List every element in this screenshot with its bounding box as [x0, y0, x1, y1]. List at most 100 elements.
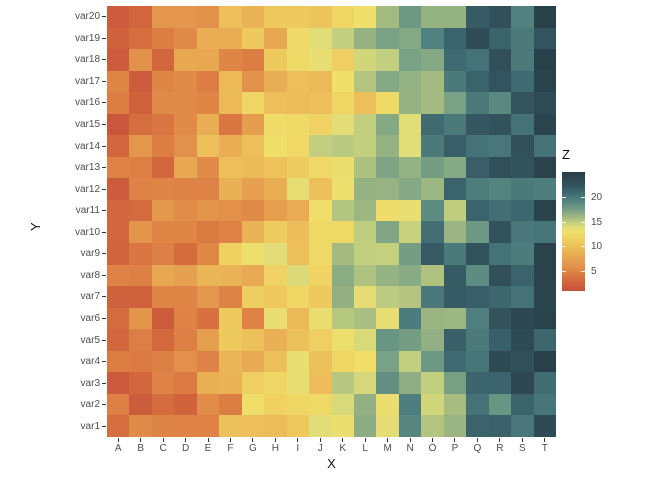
legend-colorbar	[562, 172, 585, 291]
heatmap-cell	[107, 307, 130, 330]
heatmap-cell	[264, 92, 287, 114]
heatmap-cell	[219, 221, 242, 244]
heatmap-cell	[398, 286, 422, 308]
y-tick-mark	[102, 145, 106, 147]
heatmap-cell	[533, 243, 556, 265]
heatmap-cell	[309, 372, 332, 394]
heatmap-cell	[174, 307, 197, 330]
heatmap-cell	[196, 178, 220, 200]
heatmap-cell	[151, 350, 175, 373]
heatmap-cell	[174, 393, 197, 416]
heatmap-cell	[398, 199, 422, 222]
heatmap-cell	[219, 92, 242, 114]
y-tick-label: var15	[74, 119, 100, 131]
heatmap-cell	[398, 156, 422, 179]
heatmap-cell	[174, 199, 197, 222]
heatmap-cell	[241, 350, 265, 373]
heatmap-cell	[241, 27, 265, 50]
heatmap-cell	[129, 286, 152, 308]
heatmap-cell	[107, 243, 130, 265]
heatmap-cell	[421, 49, 444, 71]
heatmap-cell	[174, 350, 197, 373]
heatmap-cell	[376, 286, 399, 308]
y-tick-mark	[102, 253, 106, 255]
heatmap-cell	[376, 329, 399, 351]
heatmap-cell	[151, 199, 175, 222]
heatmap-cell	[286, 156, 310, 179]
y-tick-mark	[102, 16, 106, 18]
heatmap-cell	[107, 27, 130, 50]
heatmap-cell	[398, 307, 422, 330]
heatmap-cell	[466, 350, 489, 373]
heatmap-cell	[488, 415, 512, 437]
heatmap-cell	[533, 329, 556, 351]
heatmap-cell	[151, 135, 175, 157]
heatmap-cell	[511, 70, 534, 93]
x-tick-label: A	[114, 443, 122, 454]
heatmap-cell	[331, 92, 354, 114]
y-tick-label: var12	[74, 183, 100, 195]
heatmap-cell	[219, 372, 242, 394]
heatmap-cell	[353, 372, 377, 394]
heatmap-cell	[533, 307, 556, 330]
heatmap-cell	[376, 264, 399, 287]
heatmap-cell	[331, 243, 354, 265]
heatmap-cell	[376, 49, 399, 71]
x-tick-label: S	[518, 443, 526, 454]
heatmap-cell	[466, 243, 489, 265]
x-tick-label: N	[406, 443, 414, 454]
heatmap-cell	[219, 199, 242, 222]
heatmap-cell	[174, 27, 197, 50]
heatmap-cell	[376, 92, 399, 114]
heatmap-cell	[443, 264, 467, 287]
heatmap-cell	[151, 393, 175, 416]
heatmap-cell	[331, 415, 354, 437]
legend-tick-label: 5	[591, 265, 597, 277]
heatmap-cell	[286, 329, 310, 351]
heatmap-cell	[107, 329, 130, 351]
heatmap-cell	[196, 307, 220, 330]
heatmap-cell	[129, 27, 152, 50]
heatmap-cell	[241, 243, 265, 265]
heatmap-cell	[376, 178, 399, 200]
x-tick-label: D	[181, 443, 190, 454]
heatmap-cell	[331, 372, 354, 394]
y-tick-label: var1	[80, 420, 100, 432]
heatmap-cell	[219, 415, 242, 437]
heatmap-cell	[331, 221, 354, 244]
y-tick-mark	[102, 188, 106, 190]
heatmap-cell	[511, 199, 534, 222]
heatmap-cell	[398, 178, 422, 200]
heatmap-cell	[264, 178, 287, 200]
heatmap-cell	[174, 6, 197, 28]
heatmap-cell	[107, 350, 130, 373]
heatmap-cell	[398, 264, 422, 287]
heatmap-cell	[511, 113, 534, 136]
heatmap-cell	[196, 156, 220, 179]
heatmap-cell	[376, 156, 399, 179]
heatmap-cell	[376, 113, 399, 136]
heatmap-cell	[151, 49, 175, 71]
heatmap-cell	[331, 27, 354, 50]
heatmap-cell	[511, 393, 534, 416]
heatmap-cell	[331, 135, 354, 157]
heatmap-cell	[353, 178, 377, 200]
y-tick-mark	[102, 102, 106, 104]
heatmap-cell	[309, 27, 332, 50]
x-tick-mark	[342, 438, 344, 442]
heatmap-cell	[151, 92, 175, 114]
y-tick-label: var10	[74, 226, 100, 238]
heatmap-cell	[264, 393, 287, 416]
heatmap-cell	[443, 286, 467, 308]
heatmap-cell	[309, 113, 332, 136]
heatmap-cell	[241, 286, 265, 308]
heatmap-cell	[488, 350, 512, 373]
heatmap-cell	[331, 156, 354, 179]
heatmap-cell	[241, 307, 265, 330]
heatmap-cell	[376, 135, 399, 157]
x-tick-mark	[364, 438, 366, 442]
heatmap-cell	[488, 243, 512, 265]
heatmap-cell	[219, 393, 242, 416]
heatmap-cell	[466, 92, 489, 114]
